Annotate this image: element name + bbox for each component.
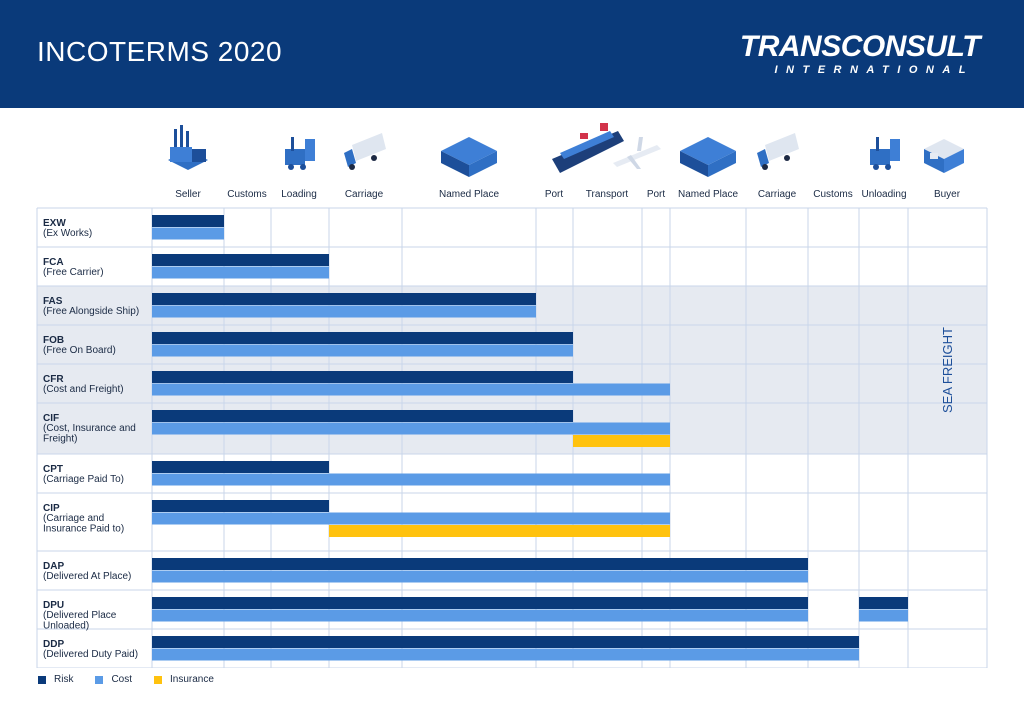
header-banner: INCOTERMS 2020 TRANSCONSULT INTERNATIONA…: [0, 0, 1024, 108]
term-name: (Cost and Freight): [43, 384, 124, 395]
bar-risk: [152, 597, 808, 609]
bar-cost: [152, 227, 224, 240]
stage-label: Transport: [586, 189, 629, 200]
bar-cost: [152, 344, 573, 357]
term-name: (Carriage Paid To): [43, 474, 124, 485]
stage-label: Named Place: [678, 189, 738, 200]
legend-swatch-cost: [95, 675, 104, 684]
term-name: (Carriage and: [43, 513, 104, 524]
truck-icon: [757, 133, 799, 170]
legend-item-insurance: Insurance: [154, 674, 214, 685]
term-name: (Delivered At Place): [43, 571, 131, 582]
stage-label: Port: [647, 189, 666, 200]
stage-label: Port: [545, 189, 564, 200]
legend-label-risk: Risk: [54, 674, 74, 685]
airplane-icon: [613, 137, 661, 169]
truck-icon: [344, 133, 386, 170]
factory-icon: [168, 125, 208, 170]
bar-cost: [152, 512, 670, 525]
store-icon: [924, 139, 964, 173]
term-code: CFR: [43, 374, 64, 385]
legend-label-cost: Cost: [111, 674, 133, 685]
stage-label: Named Place: [439, 189, 499, 200]
term-code: CPT: [43, 464, 63, 475]
brand-logo: TRANSCONSULT: [739, 30, 981, 63]
bar-cost: [152, 422, 670, 435]
bar-risk: [152, 293, 536, 305]
stage-label: Unloading: [861, 189, 906, 200]
legend-item-risk: Risk: [38, 674, 73, 685]
term-name: (Free Carrier): [43, 267, 104, 278]
term-name: (Free Alongside Ship): [43, 306, 139, 317]
term-code: FCA: [43, 257, 64, 268]
warehouse-icon: [441, 137, 497, 177]
stage-label: Buyer: [934, 189, 961, 200]
bar-cost: [152, 383, 670, 396]
bar-cost: [152, 266, 329, 279]
incoterms-chart: Seller Customs Loading Carriage Named Place P…: [36, 123, 988, 668]
page-title: INCOTERMS 2020: [37, 36, 283, 67]
stage-label: Carriage: [758, 189, 797, 200]
stage-label: Seller: [175, 189, 201, 200]
term-code: DPU: [43, 600, 64, 611]
bar-cost: [152, 473, 670, 486]
bar-cost: [859, 609, 908, 622]
sea-freight-label: SEA FREIGHT: [940, 327, 955, 413]
term-code: FAS: [43, 296, 63, 307]
bar-risk: [152, 332, 573, 344]
term-code: DDP: [43, 639, 64, 650]
bar-cost: [152, 609, 808, 622]
bar-risk: [859, 597, 908, 609]
legend-label-insurance: Insurance: [170, 674, 214, 685]
term-name: (Delivered Duty Paid): [43, 649, 138, 660]
bar-risk: [152, 558, 808, 570]
term-code: EXW: [43, 218, 66, 229]
bar-insurance: [573, 435, 670, 447]
chart-legend: Risk Cost Insurance: [38, 674, 214, 685]
stage-label: Carriage: [345, 189, 384, 200]
term-code: CIP: [43, 503, 60, 514]
term-code: FOB: [43, 335, 64, 346]
bar-risk: [152, 636, 859, 648]
bar-insurance: [329, 525, 670, 537]
term-code: DAP: [43, 561, 64, 572]
stage-label: Loading: [281, 189, 317, 200]
term-name: Unloaded): [43, 621, 89, 632]
legend-swatch-risk: [38, 675, 46, 684]
bar-risk: [152, 254, 329, 266]
stage-label: Customs: [227, 189, 266, 200]
term-name: Insurance Paid to): [43, 524, 124, 535]
warehouse-icon: [680, 137, 736, 177]
term-name: (Ex Works): [43, 228, 92, 239]
forklift-icon: [285, 137, 315, 170]
bar-cost: [152, 648, 859, 661]
legend-swatch-insurance: [154, 675, 163, 684]
term-name: Freight): [43, 434, 77, 445]
forklift-icon: [870, 137, 900, 170]
brand-logo-subtitle: INTERNATIONAL: [774, 64, 974, 76]
bar-risk: [152, 371, 573, 383]
bar-risk: [152, 410, 573, 422]
bar-risk: [152, 500, 329, 512]
term-code: CIF: [43, 413, 59, 424]
bar-cost: [152, 570, 808, 583]
stage-label: Customs: [813, 189, 852, 200]
bar-risk: [152, 215, 224, 227]
bar-cost: [152, 305, 536, 318]
ship-icon: [552, 123, 624, 173]
term-name: (Delivered Place: [43, 610, 117, 621]
term-name: (Free On Board): [43, 345, 116, 356]
term-name: (Cost, Insurance and: [43, 423, 136, 434]
bar-risk: [152, 461, 329, 473]
legend-item-cost: Cost: [95, 674, 132, 685]
